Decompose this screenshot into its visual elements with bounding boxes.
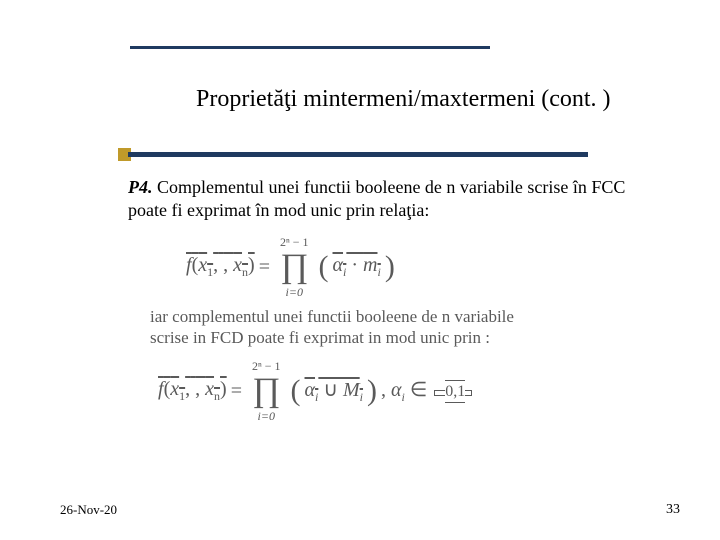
body-text: Complementul unei functii booleene de n … — [128, 177, 625, 220]
f1-eq: = — [259, 256, 270, 279]
f2-M: M — [343, 379, 360, 401]
f2-in: ∈ — [405, 379, 432, 401]
caption-2: scrise in FCD poate fi exprimat in mod u… — [150, 327, 590, 348]
f2-rp: ) — [367, 376, 377, 406]
f2-prod-top: 2ⁿ − 1 — [252, 360, 281, 372]
mid-rule — [128, 152, 588, 157]
f2-inner: αi ∪ Mi — [305, 377, 364, 405]
f2-close: ) — [220, 378, 227, 400]
f2-tail: , αi ∈ 0,1 — [381, 377, 472, 405]
f2-lhs: f(x1, , xn) — [158, 378, 227, 404]
f2-xn: x — [205, 378, 214, 400]
f1-xn: x — [233, 254, 242, 276]
footer-page-number: 33 — [666, 502, 680, 518]
slide: Proprietăţi mintermeni/maxtermeni (cont.… — [0, 0, 720, 540]
f1-c2: , — [223, 254, 233, 276]
f2-eq: = — [231, 380, 242, 403]
f2-cup: ∪ — [318, 379, 343, 401]
formula-2: f(x1, , xn) = 2ⁿ − 1 ∏ i=0 ( αi ∪ Mi ) ,… — [158, 360, 588, 422]
f1-m: m — [363, 254, 377, 276]
f2-set: 0,1 — [445, 380, 465, 403]
f2-lp: ( — [291, 376, 301, 406]
body-paragraph: P4. Complementul unei functii booleene d… — [128, 176, 668, 221]
f1-rp: ) — [385, 252, 395, 282]
f2-M-sub: i — [360, 390, 363, 404]
f2-c2: , — [195, 378, 205, 400]
caption-1: iar complementul unei functii booleene d… — [150, 306, 590, 327]
f1-dot: · — [346, 254, 363, 276]
f1-alpha: α — [333, 254, 344, 276]
f1-prod-bot: i=0 — [286, 286, 303, 298]
f2-prod-sym: ∏ — [252, 374, 280, 408]
f2-product: 2ⁿ − 1 ∏ i=0 — [252, 360, 281, 422]
f1-x1: x — [198, 254, 207, 276]
p4-label: P4. — [128, 177, 153, 197]
caption-lines: iar complementul unei functii booleene d… — [150, 306, 590, 349]
f1-prod-top: 2ⁿ − 1 — [280, 236, 309, 248]
slide-title: Proprietăţi mintermeni/maxtermeni (cont.… — [196, 86, 611, 113]
f2-x1: x — [170, 378, 179, 400]
f2-tc: , — [381, 379, 391, 401]
footer-date: 26-Nov-20 — [60, 502, 117, 518]
f1-prod-sym: ∏ — [280, 250, 308, 284]
f2-set-r — [465, 390, 472, 396]
f1-m-sub: i — [377, 265, 380, 279]
f1-inner: αi · mi — [333, 254, 381, 280]
f2-ta: α — [391, 379, 402, 401]
f1-close: ) — [248, 254, 255, 276]
formula-1: f(x1, , xn) = 2ⁿ − 1 ∏ i=0 ( αi · mi ) — [186, 236, 476, 298]
top-rule — [130, 46, 490, 49]
f2-alpha: α — [305, 379, 316, 401]
f1-lp: ( — [319, 252, 329, 282]
f2-prod-bot: i=0 — [258, 410, 275, 422]
f1-product: 2ⁿ − 1 ∏ i=0 — [280, 236, 309, 298]
f1-lhs: f(x1, , xn) — [186, 254, 255, 280]
f2-set-l — [434, 390, 445, 396]
